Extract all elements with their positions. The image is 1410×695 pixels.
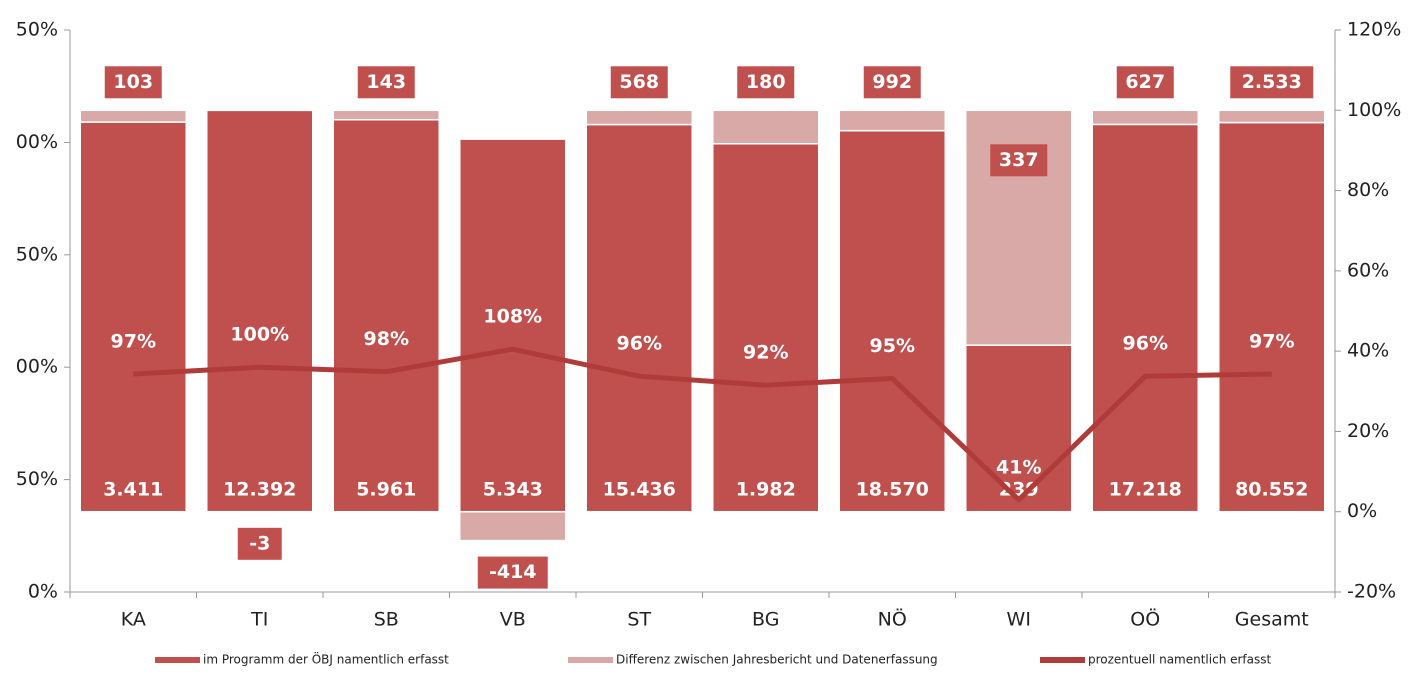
bar: [712, 142, 820, 513]
data-label: 992: [872, 71, 912, 93]
bar: [1218, 121, 1326, 513]
data-label: 103: [113, 71, 153, 93]
y2-tick-label: 20%: [1347, 420, 1389, 442]
legend-marker: [1059, 657, 1065, 663]
bar: [459, 510, 567, 542]
y-tick-label: 0%: [28, 581, 58, 603]
label-box: [1230, 66, 1314, 99]
bar: [838, 129, 946, 513]
bar: [206, 510, 314, 514]
data-label: 5.961: [356, 479, 416, 501]
data-label: 96%: [617, 333, 662, 355]
bar: [585, 123, 693, 513]
label-box: [990, 144, 1048, 177]
y2-tick-label: 100%: [1347, 99, 1401, 121]
line: [133, 346, 1272, 503]
bar: [1091, 109, 1199, 126]
data-label: 627: [1125, 71, 1165, 93]
x-tick-label: VB: [500, 609, 526, 631]
x-tick-label: OÖ: [1130, 608, 1160, 631]
y2-tick-label: 60%: [1347, 259, 1389, 281]
data-label: 92%: [743, 342, 788, 364]
bar: [712, 109, 820, 145]
data-label: 5.343: [483, 479, 543, 501]
data-label: 568: [619, 71, 659, 93]
bar: [332, 109, 440, 121]
data-label: 80.552: [1235, 479, 1308, 501]
data-label: 108%: [483, 306, 542, 328]
bar: [79, 109, 187, 123]
y-tick-label: 50%: [16, 19, 58, 41]
y-tick-label: 00%: [16, 131, 58, 153]
data-label: 337: [999, 149, 1039, 171]
data-label: 97%: [111, 330, 156, 352]
y2-tick-label: 120%: [1347, 19, 1401, 41]
data-label: 1.982: [736, 479, 796, 501]
y2-tick-label: 80%: [1347, 179, 1389, 201]
data-label: 15.436: [603, 479, 676, 501]
data-label: 12.392: [223, 479, 296, 501]
bar: [206, 109, 314, 513]
legend-label: im Programm der ÖBJ namentlich erfasst: [203, 651, 449, 667]
data-label: 98%: [364, 328, 409, 350]
data-label: 17.218: [1109, 479, 1182, 501]
x-tick-label: Gesamt: [1235, 609, 1309, 631]
bar: [1218, 109, 1326, 124]
label-box: [477, 556, 548, 589]
data-label: 18.570: [856, 479, 929, 501]
label-box: [104, 66, 162, 99]
bar: [1091, 123, 1199, 513]
bar: [965, 344, 1073, 513]
bar: [79, 121, 187, 513]
y2-tick-label: 0%: [1347, 500, 1377, 522]
y-tick-label: 00%: [16, 356, 58, 378]
label-box: [610, 66, 668, 99]
x-tick-label: ST: [627, 609, 651, 631]
y2-tick-label: -20%: [1347, 581, 1396, 603]
data-label: 180: [746, 71, 786, 93]
y2-tick-label: 40%: [1347, 340, 1389, 362]
data-label: 239: [999, 479, 1039, 501]
x-tick-label: SB: [374, 609, 399, 631]
legend-swatch: [568, 657, 613, 663]
data-label: -414: [489, 561, 537, 583]
bar: [585, 109, 693, 126]
data-label: 100%: [230, 324, 289, 346]
legend-label: Differenz zwischen Jahresbericht und Dat…: [616, 653, 938, 667]
bar: [459, 138, 567, 513]
x-tick-label: NÖ: [878, 608, 907, 631]
y-tick-label: 50%: [16, 243, 58, 265]
y-tick-label: 50%: [16, 468, 58, 490]
x-tick-label: TI: [250, 609, 268, 631]
legend-label: prozentuell namentlich erfasst: [1088, 653, 1272, 667]
label-box: [1116, 66, 1174, 99]
data-label: -3: [249, 532, 270, 554]
data-label: 95%: [870, 335, 915, 357]
data-label: 143: [366, 71, 406, 93]
bar: [332, 118, 440, 513]
bar: [838, 109, 946, 132]
data-label: 3.411: [103, 479, 163, 501]
data-label: 2.533: [1242, 71, 1302, 93]
label-box: [737, 66, 795, 99]
label-box: [237, 527, 282, 560]
data-label: 96%: [1123, 333, 1168, 355]
label-box: [357, 66, 415, 99]
data-label: 41%: [996, 456, 1041, 478]
legend-swatch: [155, 657, 200, 663]
label-box: [863, 66, 921, 99]
x-tick-label: WI: [1007, 609, 1031, 631]
x-tick-label: BG: [752, 609, 779, 631]
x-tick-label: KA: [121, 609, 146, 631]
data-label: 97%: [1249, 330, 1294, 352]
